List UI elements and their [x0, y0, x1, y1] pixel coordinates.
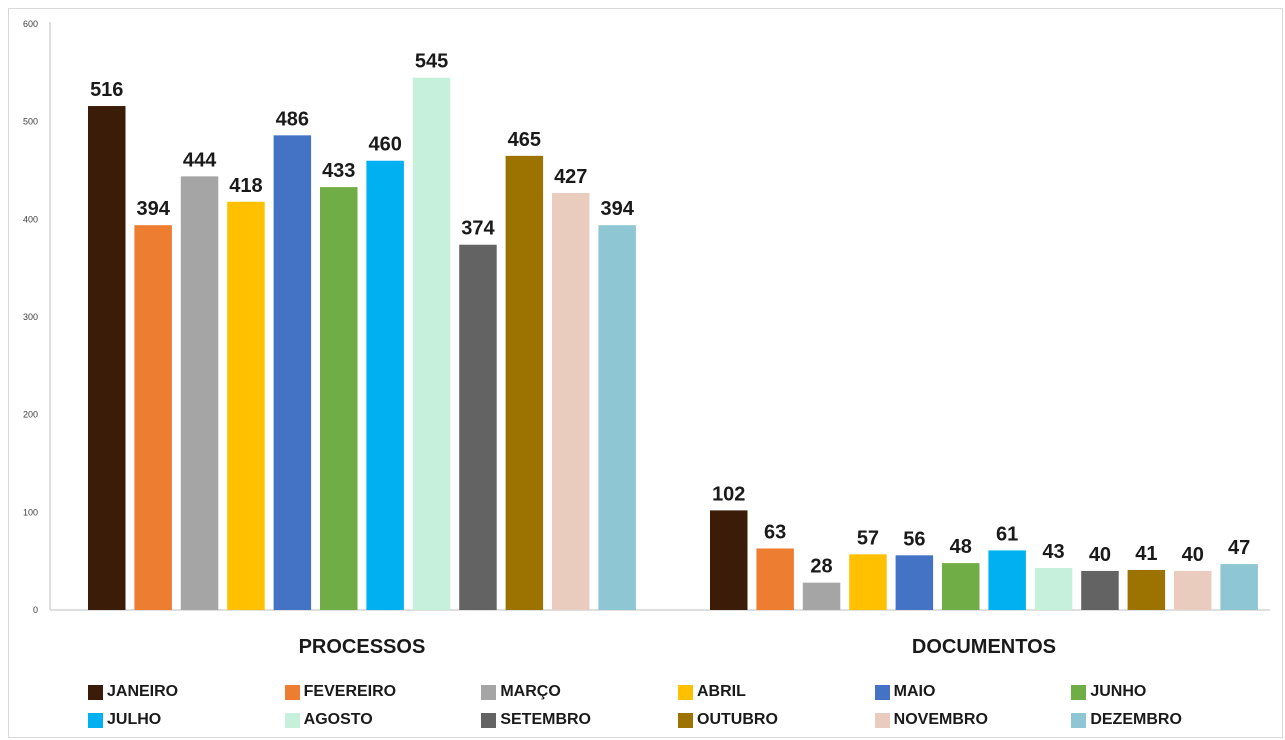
legend-item: MAIO	[874, 682, 1072, 702]
legend: JANEIRO FEVEREIRO MARÇO ABRIL MAIO JUNHO JULHO…	[88, 682, 1268, 730]
bar-data-label: 40	[1182, 544, 1204, 566]
legend-item: MARÇO	[481, 682, 678, 702]
bar	[1081, 570, 1119, 610]
bar	[895, 555, 934, 610]
legend-label: NOVEMBRO	[893, 711, 988, 728]
bar-data-label: 444	[183, 149, 217, 171]
legend-swatch	[481, 684, 497, 700]
legend-label: MAIO	[893, 683, 936, 700]
bar	[180, 176, 219, 611]
bar-data-label: 28	[810, 556, 832, 578]
category-labels: PROCESSOS DOCUMENTOS	[299, 636, 1056, 658]
bar-data-label: 61	[996, 523, 1018, 545]
legend-item: JUNHO	[1071, 682, 1268, 702]
y-tick-label: 600	[23, 19, 38, 29]
legend-swatch	[88, 684, 103, 700]
bar-data-label: 63	[764, 521, 786, 543]
legend-item: SETEMBRO	[481, 710, 678, 730]
bar-data-label: 47	[1228, 537, 1250, 559]
bar	[459, 244, 497, 610]
legend-item: AGOSTO	[284, 710, 482, 730]
bar-data-label: 465	[508, 129, 541, 151]
y-tick-label: 400	[23, 214, 38, 224]
bar	[366, 160, 404, 610]
bar	[505, 155, 544, 610]
bar	[942, 563, 980, 610]
legend-label: JULHO	[107, 711, 162, 728]
legend-item: FEVEREIRO	[284, 682, 482, 702]
y-tick-label: 100	[23, 507, 38, 517]
y-tick-label: 300	[23, 312, 38, 322]
bar-data-label: 48	[950, 536, 972, 558]
bar-data-label: 516	[90, 79, 123, 101]
y-tick-label: 200	[23, 410, 38, 420]
bar-data-label: 427	[554, 166, 587, 188]
legend-swatch	[1071, 712, 1087, 728]
category-label: DOCUMENTOS	[912, 636, 1056, 658]
bar	[756, 548, 794, 610]
legend-swatch	[481, 712, 497, 728]
legend-label: ABRIL	[697, 683, 746, 700]
bar	[598, 225, 636, 610]
bar-data-label: 486	[276, 108, 309, 130]
bar	[849, 554, 887, 610]
legend-swatch	[284, 712, 300, 728]
bar	[802, 582, 841, 610]
legend-label: OUTUBRO	[697, 711, 778, 728]
legend-item: DEZEMBRO	[1071, 710, 1268, 730]
legend-item: NOVEMBRO	[874, 710, 1072, 730]
bar-data-label: 102	[712, 483, 745, 505]
bar	[273, 135, 312, 610]
bar	[710, 510, 748, 610]
bar-data-label: 57	[857, 527, 879, 549]
bar-data-label: 545	[415, 51, 448, 73]
legend-item: ABRIL	[678, 682, 875, 702]
legend-label: JANEIRO	[107, 683, 179, 700]
bar-data-label: 394	[600, 198, 634, 220]
bar-data-label: 433	[322, 160, 355, 182]
legend-label: AGOSTO	[303, 711, 373, 728]
y-tick-label: 500	[23, 117, 38, 127]
legend-item: JANEIRO	[88, 682, 285, 702]
data-labels: 516 394 444 418 486 433 460 545 374 465 427 394 102 6…	[90, 51, 1250, 578]
bar	[1220, 564, 1258, 610]
bar	[552, 192, 590, 611]
y-tick-label: 0	[33, 605, 38, 615]
legend-swatch	[88, 712, 103, 728]
legend-label: DEZEMBRO	[1090, 711, 1182, 728]
bar-data-label: 394	[136, 198, 170, 220]
bar-data-label: 43	[1042, 541, 1064, 563]
legend-swatch	[284, 684, 300, 700]
bar-data-label: 56	[903, 528, 925, 550]
bar-data-label: 374	[461, 218, 495, 240]
bar-data-label: 41	[1135, 543, 1157, 565]
bar	[412, 77, 451, 610]
bar	[988, 550, 1026, 610]
legend-swatch	[678, 684, 693, 700]
legend-item: JULHO	[88, 710, 285, 730]
legend-swatch	[678, 712, 693, 728]
legend-swatch	[874, 684, 890, 700]
bar	[227, 201, 265, 610]
category-label: PROCESSOS	[299, 636, 426, 658]
bar-data-label: 418	[229, 175, 262, 197]
legend-swatch	[1071, 684, 1087, 700]
legend-swatch	[874, 712, 890, 728]
bar	[1174, 570, 1212, 610]
bar	[1034, 568, 1073, 610]
bar	[134, 225, 172, 610]
bar	[1127, 569, 1166, 610]
bar	[320, 187, 358, 610]
legend-item: OUTUBRO	[678, 710, 875, 730]
bar	[88, 106, 126, 610]
bar-data-label: 40	[1089, 544, 1111, 566]
legend-label: FEVEREIRO	[303, 683, 397, 700]
legend-label: JUNHO	[1090, 683, 1147, 700]
legend-label: SETEMBRO	[500, 711, 591, 728]
bar-data-label: 460	[368, 134, 401, 156]
bars	[88, 77, 1258, 611]
legend-label: MARÇO	[500, 683, 561, 700]
